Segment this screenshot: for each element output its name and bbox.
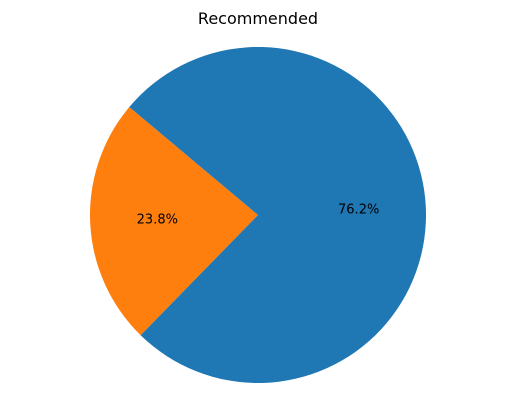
pie-slice-1	[90, 107, 258, 336]
pie-slices	[90, 46, 426, 383]
chart-title: Recommended	[198, 9, 318, 28]
slice-labels: 23.8% 76.2%	[137, 203, 380, 228]
slice-label-1: 23.8%	[137, 212, 178, 227]
slice-label-2: 76.2%	[338, 203, 379, 218]
pie-slice-2	[129, 46, 426, 383]
